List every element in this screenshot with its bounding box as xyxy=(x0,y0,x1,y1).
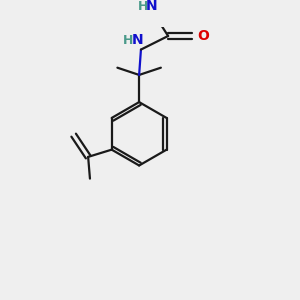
Text: H: H xyxy=(123,34,134,47)
Text: N: N xyxy=(131,33,143,47)
Text: H: H xyxy=(138,0,148,14)
Text: O: O xyxy=(197,29,209,43)
Text: N: N xyxy=(146,0,158,14)
